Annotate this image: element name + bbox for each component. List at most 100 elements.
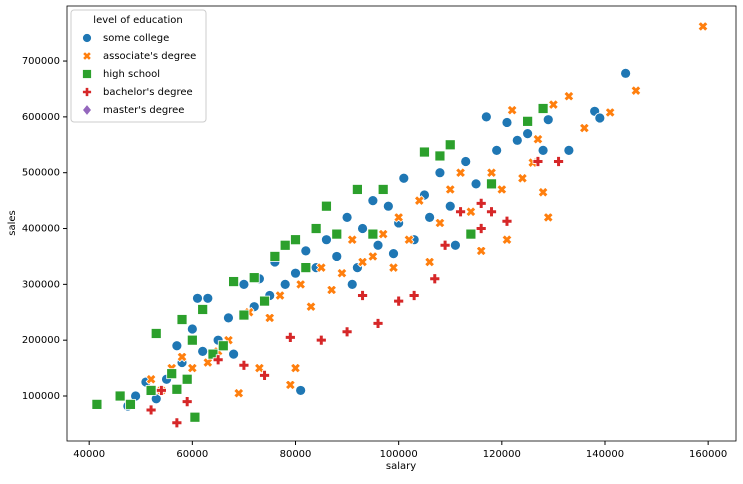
point — [408, 290, 420, 301]
point — [377, 228, 389, 240]
point — [424, 256, 436, 268]
point — [238, 359, 250, 371]
y-tick-label: 400000 — [22, 224, 60, 235]
point — [290, 234, 301, 246]
y-tick-label: 500000 — [22, 168, 60, 179]
point — [186, 362, 198, 374]
point — [197, 345, 209, 357]
legend-marker — [81, 103, 93, 117]
point — [223, 312, 234, 324]
point — [460, 156, 472, 167]
point — [341, 326, 353, 338]
point — [522, 115, 534, 127]
point — [176, 314, 188, 325]
point — [315, 334, 327, 346]
point — [563, 144, 575, 156]
point — [444, 139, 456, 151]
point — [212, 354, 224, 366]
point — [336, 267, 348, 279]
point — [310, 223, 322, 234]
legend-marker — [82, 69, 92, 79]
point — [264, 312, 276, 324]
point — [522, 128, 534, 140]
point — [279, 239, 291, 251]
point — [542, 211, 554, 223]
point — [444, 184, 456, 195]
y-tick-label: 200000 — [22, 335, 60, 346]
legend-label: some college — [103, 33, 169, 44]
legend-label: associate's degree — [103, 51, 196, 62]
point — [398, 172, 410, 184]
point — [284, 331, 296, 343]
point — [233, 387, 245, 399]
y-tick-label: 600000 — [22, 112, 60, 123]
point — [189, 411, 201, 423]
point — [465, 206, 477, 218]
point — [181, 396, 193, 407]
point — [537, 186, 549, 198]
point — [697, 20, 709, 32]
point — [604, 106, 616, 118]
point — [357, 256, 369, 268]
point — [259, 369, 270, 381]
point — [563, 90, 575, 102]
point — [150, 328, 162, 339]
point — [186, 323, 198, 335]
point — [321, 234, 332, 246]
point — [480, 111, 492, 123]
point — [259, 295, 270, 307]
point — [553, 156, 564, 167]
point — [91, 398, 103, 410]
point — [434, 217, 446, 229]
legend: level of education some college associate'… — [70, 9, 207, 123]
point — [470, 178, 482, 190]
point — [331, 251, 343, 262]
point — [300, 245, 312, 257]
legend-marker — [82, 87, 92, 97]
point — [192, 292, 203, 304]
point — [403, 234, 415, 246]
legend-marker — [82, 33, 92, 43]
point — [434, 167, 446, 179]
point — [382, 200, 394, 212]
point — [145, 404, 157, 416]
point — [537, 144, 549, 156]
point — [547, 99, 559, 111]
point — [228, 348, 240, 360]
point — [439, 239, 451, 251]
point — [496, 184, 508, 195]
point — [145, 385, 157, 396]
point — [491, 144, 503, 156]
point — [295, 278, 307, 290]
point — [429, 273, 441, 285]
point — [166, 368, 178, 380]
point — [413, 195, 425, 207]
y-tick-label: 700000 — [22, 56, 60, 67]
point — [248, 272, 260, 284]
point — [377, 184, 389, 195]
point — [475, 223, 487, 234]
point — [290, 267, 301, 279]
point — [444, 200, 456, 212]
point — [450, 239, 461, 251]
point — [532, 133, 544, 145]
x-tick-label: 160000 — [689, 449, 727, 460]
point — [367, 228, 379, 240]
point — [171, 417, 183, 429]
point — [393, 211, 405, 223]
x-tick-label: 60000 — [176, 449, 208, 460]
point — [351, 184, 363, 195]
legend-label: bachelor's degree — [103, 87, 193, 98]
series — [145, 156, 564, 429]
point — [253, 362, 265, 374]
point — [171, 340, 183, 352]
point — [357, 223, 368, 234]
point — [284, 379, 296, 391]
y-tick-label: 100000 — [22, 391, 60, 402]
legend-label: high school — [103, 69, 160, 80]
point — [341, 211, 353, 223]
point — [176, 351, 188, 363]
point — [594, 112, 606, 124]
point — [238, 309, 250, 321]
